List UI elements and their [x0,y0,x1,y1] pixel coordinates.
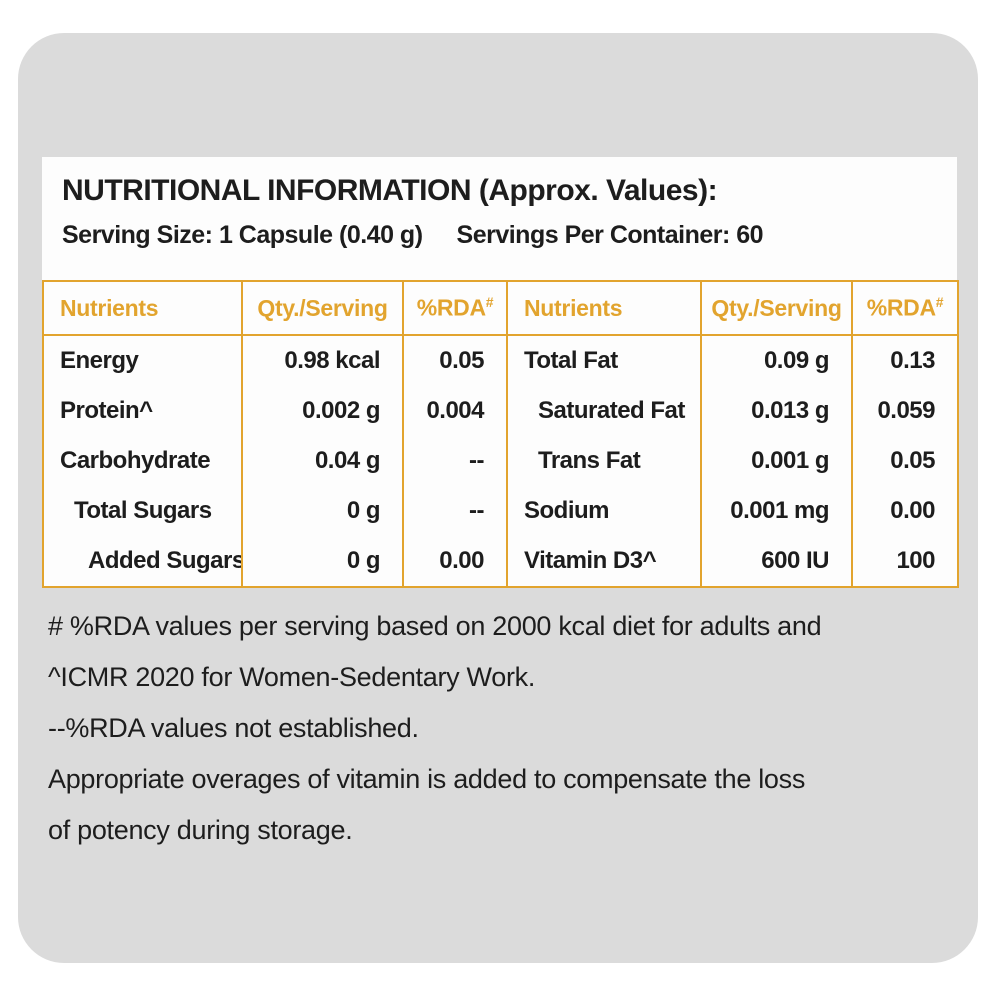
nutrient-rda: 100 [851,536,959,587]
table-row: Added Sugars 0 g 0.00 Vitamin D3^ 600 IU… [42,536,959,587]
col-header-nutrients-left: Nutrients [42,281,243,336]
nutrient-rda: 0.004 [402,386,508,436]
col-header-nutrients-right: Nutrients [506,281,702,336]
nutrient-rda: 0.00 [851,486,959,536]
table-header-row: Nutrients Qty./Serving %RDA# Nutrients Q… [42,281,959,336]
nutrient-rda: -- [402,486,508,536]
col-header-rda-left: %RDA# [402,281,508,336]
table-row: Protein^ 0.002 g 0.004 Saturated Fat 0.0… [42,386,959,436]
nutrient-qty: 0.002 g [241,386,404,436]
nutrient-rda: 0.13 [851,335,959,386]
nutrition-table: Nutrients Qty./Serving %RDA# Nutrients Q… [42,280,959,588]
nutrition-title: NUTRITIONAL INFORMATION (Approx. Values)… [62,174,718,207]
nutrient-name: Added Sugars [42,536,243,587]
nutrient-name: Energy [42,335,243,386]
col-header-rda-right: %RDA# [851,281,959,336]
card-header: NUTRITIONAL INFORMATION (Approx. Values)… [42,157,957,280]
nutrient-qty: 0 g [241,536,404,587]
table-row: Total Sugars 0 g -- Sodium 0.001 mg 0.00 [42,486,959,536]
footnote-line: of potency during storage. [48,815,353,845]
nutrient-qty: 600 IU [700,536,853,587]
nutrient-qty: 0.001 g [700,436,853,486]
footnote-line: --%RDA values not established. [48,713,419,743]
nutrient-name: Carbohydrate [42,436,243,486]
label-panel: NUTRITIONAL INFORMATION (Approx. Values)… [18,33,978,963]
nutrient-rda: 0.059 [851,386,959,436]
nutrient-name: Saturated Fat [506,386,702,436]
rda-footnote-marker: # [485,294,494,311]
nutrient-rda: 0.05 [402,335,508,386]
nutrient-name: Protein^ [42,386,243,436]
nutrient-qty: 0.013 g [700,386,853,436]
nutrient-qty: 0.04 g [241,436,404,486]
footnote-line: ^ICMR 2020 for Women-Sedentary Work. [48,662,536,692]
table-row: Energy 0.98 kcal 0.05 Total Fat 0.09 g 0… [42,335,959,386]
footnote-line: Appropriate overages of vitamin is added… [48,764,806,794]
nutrient-name: Vitamin D3^ [506,536,702,587]
nutrient-rda: 0.00 [402,536,508,587]
nutrient-qty: 0.001 mg [700,486,853,536]
serving-info-line: Serving Size: 1 Capsule (0.40 g) Serving… [62,221,937,250]
nutrition-facts-card: NUTRITIONAL INFORMATION (Approx. Values)… [42,157,959,588]
table-row: Carbohydrate 0.04 g -- Trans Fat 0.001 g… [42,436,959,486]
col-header-qty-left: Qty./Serving [241,281,404,336]
nutrient-qty: 0.98 kcal [241,335,404,386]
footnote-line: # %RDA values per serving based on 2000 … [48,611,822,641]
nutrient-rda: 0.05 [851,436,959,486]
nutrient-qty: 0 g [241,486,404,536]
nutrient-name: Total Fat [506,335,702,386]
nutrient-qty: 0.09 g [700,335,853,386]
rda-footnote-marker: # [935,294,944,311]
serving-size-text: Serving Size: 1 Capsule (0.40 g) [62,221,423,249]
nutrient-name: Sodium [506,486,702,536]
footnotes-block: # %RDA values per serving based on 2000 … [48,601,958,856]
servings-per-container-text: Servings Per Container: 60 [456,221,764,249]
nutrient-rda: -- [402,436,508,486]
nutrient-name: Total Sugars [42,486,243,536]
nutrient-name: Trans Fat [506,436,702,486]
col-header-qty-right: Qty./Serving [700,281,853,336]
